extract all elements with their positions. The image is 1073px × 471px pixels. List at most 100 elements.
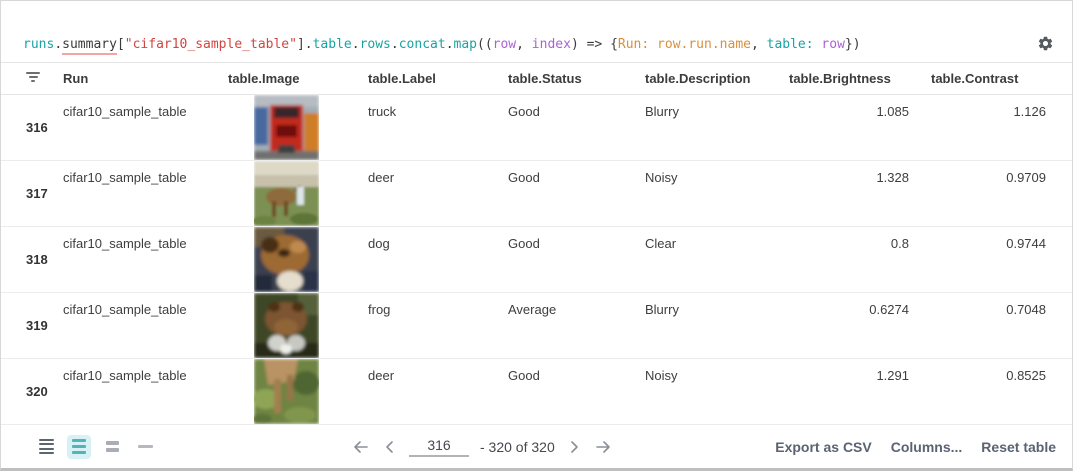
row-index: 316 <box>26 120 48 135</box>
cifar-truck-image[interactable] <box>254 95 319 160</box>
row-index: 318 <box>26 252 48 267</box>
run-name[interactable]: cifar10_sample_table <box>63 236 187 251</box>
query-expression[interactable]: runs.summary["cifar10_sample_table"].tab… <box>23 37 1037 55</box>
label-cell: frog <box>368 302 391 317</box>
run-name[interactable]: cifar10_sample_table <box>63 368 187 383</box>
table-row[interactable]: 316 cifar10_sample_table truck Good <box>1 95 1072 161</box>
previous-page-chevron-icon[interactable] <box>380 439 398 455</box>
description-cell: Clear <box>645 236 677 251</box>
brightness-cell: 1.291 <box>876 368 909 383</box>
table-row[interactable]: 318 cifar10_sample_table dog Good <box>1 227 1072 293</box>
pagination: - 320 of 320 <box>351 425 613 468</box>
description-cell: Noisy <box>645 368 678 383</box>
cifar-deer-image[interactable] <box>254 359 319 424</box>
code-token: row <box>492 37 517 52</box>
code-token: table <box>312 37 352 52</box>
cifar-deer-image[interactable] <box>254 161 319 226</box>
code-token: . <box>351 37 360 52</box>
table-row[interactable]: 319 cifar10_sample_table frog <box>1 293 1072 359</box>
table-row[interactable]: 317 cifar10_sample_table deer <box>1 161 1072 227</box>
column-header-image[interactable]: table.Image <box>228 71 300 86</box>
description-cell: Blurry <box>645 302 679 317</box>
brightness-cell: 0.8 <box>890 236 909 251</box>
code-token: rows <box>359 37 391 52</box>
code-token: , <box>516 37 532 52</box>
status-cell: Good <box>508 170 540 185</box>
last-page-arrow-icon[interactable] <box>595 439 613 455</box>
code-token: index <box>531 37 571 52</box>
image-cell[interactable] <box>221 227 361 292</box>
row-height-extra-large-icon[interactable] <box>133 435 157 459</box>
table-row[interactable]: 320 cifar10_sample_table deer Good Noisy <box>1 359 1072 425</box>
pagination-range-text: - 320 of 320 <box>480 438 555 455</box>
brightness-cell: 1.328 <box>876 170 909 185</box>
contrast-cell: 1.126 <box>1013 104 1046 119</box>
image-cell[interactable] <box>221 293 361 358</box>
code-token: map <box>453 37 477 52</box>
cifar-frog-image[interactable] <box>254 293 319 358</box>
column-header-run[interactable]: Run <box>63 71 89 86</box>
code-token: runs <box>23 37 55 52</box>
code-token: row <box>821 37 845 52</box>
code-token: }) <box>844 37 861 52</box>
label-cell: deer <box>368 368 395 383</box>
code-token: [ <box>116 37 125 52</box>
code-token: (( <box>477 37 493 52</box>
column-header-contrast[interactable]: table.Contrast <box>931 71 1019 86</box>
filter-icon[interactable] <box>26 70 40 84</box>
column-header-label[interactable]: table.Label <box>368 71 436 86</box>
row-index: 320 <box>26 384 48 399</box>
status-cell: Good <box>508 236 540 251</box>
page-number-input[interactable] <box>409 436 469 457</box>
code-token: , <box>750 37 767 52</box>
contrast-cell: 0.8525 <box>1006 368 1046 383</box>
code-token: ] <box>296 37 305 52</box>
cifar-dog-image[interactable] <box>254 227 319 292</box>
code-token: concat <box>398 37 446 52</box>
status-cell: Average <box>508 302 557 317</box>
row-index: 319 <box>26 318 48 333</box>
label-cell: truck <box>368 104 397 119</box>
query-bar: runs.summary["cifar10_sample_table"].tab… <box>1 1 1072 63</box>
footer-actions: Export as CSV Columns... Reset table <box>775 439 1056 455</box>
column-header-status[interactable]: table.Status <box>508 71 582 86</box>
row-index: 317 <box>26 186 48 201</box>
table-footer: - 320 of 320 Export as CSV Columns... Re… <box>1 425 1072 468</box>
code-token: . <box>54 37 63 52</box>
code-token: ) => { <box>570 37 618 52</box>
first-page-arrow-icon[interactable] <box>351 439 369 455</box>
columns-button[interactable]: Columns... <box>890 438 963 455</box>
status-cell: Good <box>508 368 540 383</box>
contrast-cell: 0.7048 <box>1006 302 1046 317</box>
code-token <box>649 37 657 52</box>
brightness-cell: 1.085 <box>876 104 909 119</box>
code-token: table: <box>766 37 814 52</box>
row-height-compact-icon[interactable] <box>34 435 58 459</box>
brightness-cell: 0.6274 <box>869 302 909 317</box>
image-cell[interactable] <box>221 161 361 226</box>
code-token: Run: <box>617 37 650 52</box>
code-token: . <box>304 37 313 52</box>
code-token: . <box>390 37 399 52</box>
row-density-controls <box>34 434 157 459</box>
export-csv-button[interactable]: Export as CSV <box>775 438 872 455</box>
status-cell: Good <box>508 104 540 119</box>
image-cell[interactable] <box>221 95 361 160</box>
contrast-cell: 0.9709 <box>1006 170 1046 185</box>
label-cell: dog <box>368 236 390 251</box>
table-header: Run table.Image table.Label table.Status… <box>1 63 1072 95</box>
run-name[interactable]: cifar10_sample_table <box>63 302 187 317</box>
column-header-brightness[interactable]: table.Brightness <box>789 71 891 86</box>
next-page-chevron-icon[interactable] <box>566 439 584 455</box>
description-cell: Blurry <box>645 104 679 119</box>
row-height-large-icon[interactable] <box>100 435 124 459</box>
reset-table-button[interactable]: Reset table <box>981 438 1056 455</box>
run-name[interactable]: cifar10_sample_table <box>63 104 187 119</box>
column-header-description[interactable]: table.Description <box>645 71 751 86</box>
row-height-medium-icon[interactable] <box>67 434 91 459</box>
gear-icon[interactable] <box>1037 35 1054 52</box>
image-cell[interactable] <box>221 359 361 424</box>
run-name[interactable]: cifar10_sample_table <box>63 170 187 185</box>
code-token: "cifar10_sample_table" <box>124 37 297 52</box>
